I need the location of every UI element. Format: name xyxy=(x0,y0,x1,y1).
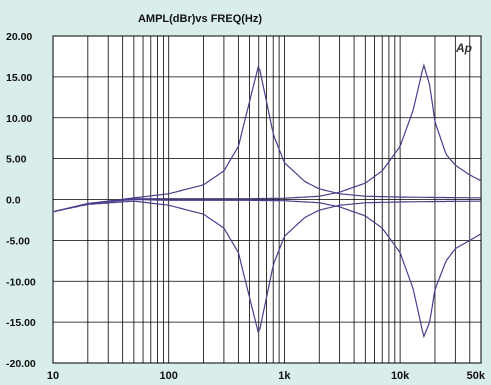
y-tick-label: 15.00 xyxy=(6,72,32,84)
x-tick-label: 50k xyxy=(467,370,486,382)
y-tick-label: -10.00 xyxy=(6,276,36,288)
x-tick-label: 10 xyxy=(47,370,59,382)
x-tick-label: 100 xyxy=(160,370,178,382)
x-tick-labels: 10 100 1k 10k 50k xyxy=(47,370,486,382)
y-tick-label: 0.0 xyxy=(6,195,21,207)
chart-title: AMPL(dBr)vs FREQ(Hz) xyxy=(138,13,262,25)
y-tick-label: -15.00 xyxy=(6,317,36,329)
x-tick-label: 1k xyxy=(278,370,291,382)
y-tick-label: 10.00 xyxy=(6,113,32,125)
ap-watermark: Ap xyxy=(455,41,472,55)
y-tick-label: 5.00 xyxy=(6,154,27,166)
y-tick-label: -20.00 xyxy=(6,358,36,370)
x-tick-label: 10k xyxy=(391,370,410,382)
y-tick-label: -5.00 xyxy=(6,235,30,247)
y-tick-labels: 20.00 15.00 10.00 5.00 0.0 -5.00 -10.00 -15.00 -… xyxy=(6,31,36,370)
y-tick-label: 20.00 xyxy=(6,31,32,43)
